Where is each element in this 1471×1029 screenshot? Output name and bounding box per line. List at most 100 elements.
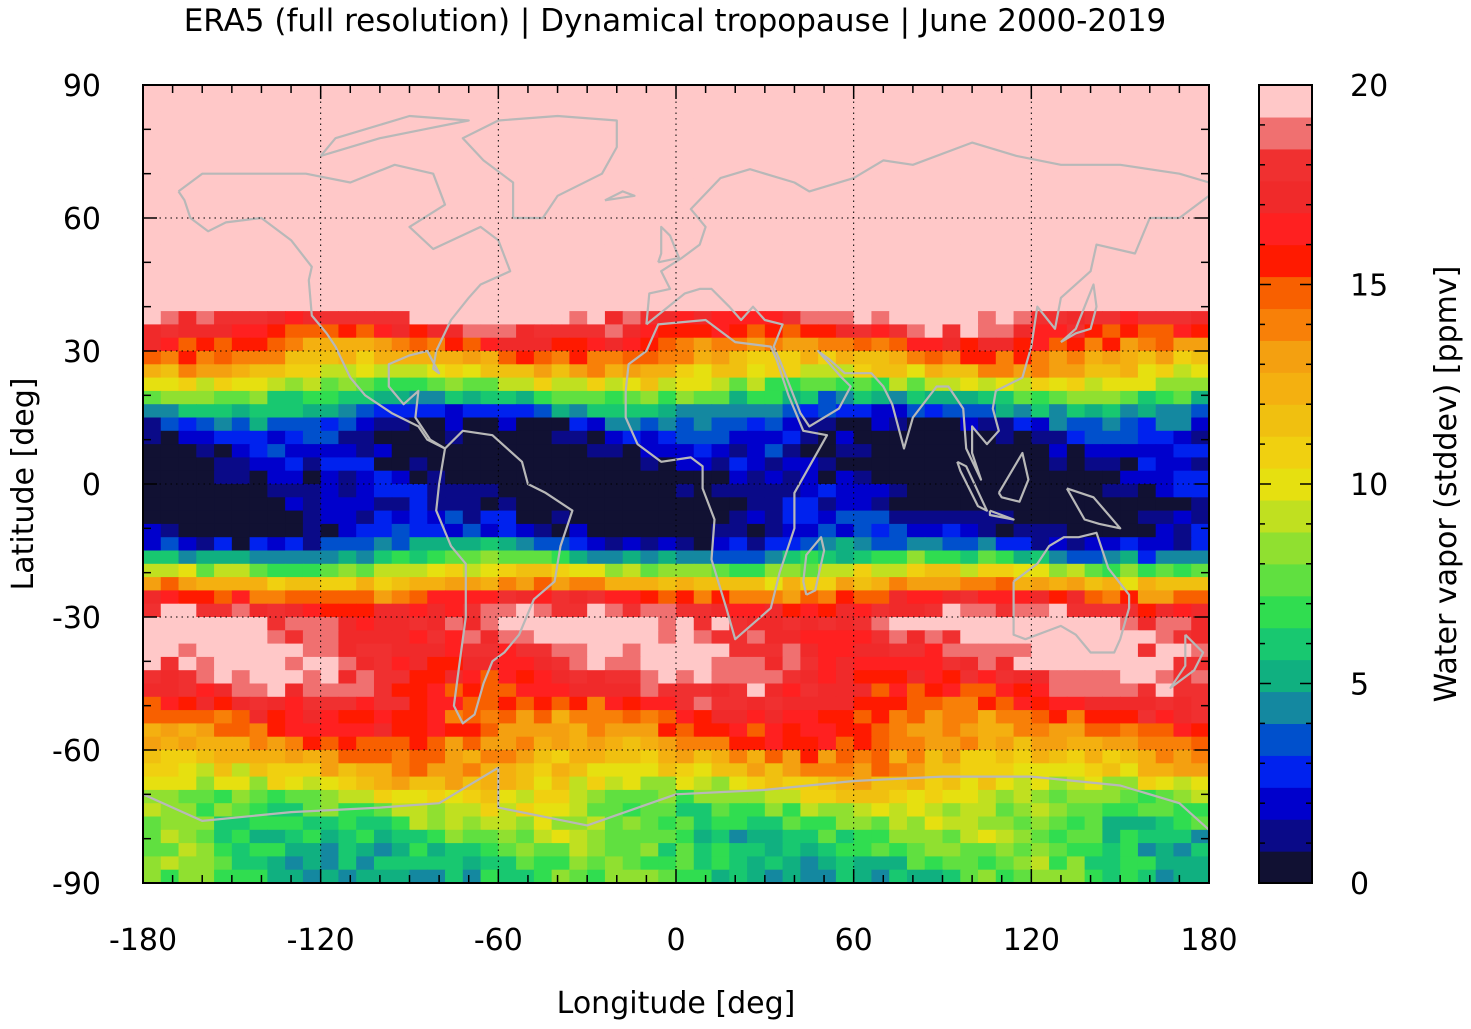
heatmap-cell	[1155, 510, 1175, 525]
heatmap-cell	[373, 457, 393, 472]
heatmap-cell	[835, 550, 855, 565]
heatmap-cell	[267, 763, 286, 778]
heatmap-cell	[782, 470, 801, 485]
heatmap-cell	[1173, 670, 1192, 685]
heatmap-cell	[853, 324, 873, 339]
heatmap-cell	[924, 843, 944, 857]
heatmap-cell	[924, 550, 944, 565]
heatmap-cell	[1120, 803, 1139, 818]
heatmap-cell	[480, 470, 499, 485]
heatmap-cell	[462, 164, 482, 179]
heatmap-cell	[835, 257, 855, 272]
colorbar-swatch	[1259, 244, 1312, 278]
heatmap-cell	[978, 444, 997, 458]
heatmap-cell	[924, 284, 944, 299]
heatmap-cell	[658, 750, 677, 764]
heatmap-cell	[640, 311, 659, 325]
heatmap-cell	[533, 124, 553, 139]
heatmap-cell	[267, 337, 286, 352]
heatmap-cell	[693, 178, 713, 192]
heatmap-cell	[747, 816, 766, 831]
heatmap-cell	[658, 656, 677, 671]
heatmap-cell	[533, 776, 553, 791]
heatmap-cell	[1173, 776, 1192, 791]
heatmap-cell	[516, 656, 535, 671]
heatmap-cell	[658, 736, 677, 751]
heatmap-cell	[320, 324, 340, 339]
heatmap-cell	[871, 404, 890, 419]
heatmap-cell	[1013, 643, 1032, 658]
heatmap-cell	[1066, 85, 1086, 99]
heatmap-cell	[1137, 484, 1157, 498]
heatmap-cell	[764, 803, 784, 818]
heatmap-cell	[1155, 284, 1175, 299]
heatmap-cell	[622, 670, 642, 685]
heatmap-cell	[480, 829, 499, 844]
heatmap-cell	[942, 470, 961, 485]
heatmap-cell	[214, 178, 233, 192]
heatmap-cell	[747, 523, 766, 538]
heatmap-cell	[160, 510, 180, 525]
heatmap-cell	[373, 856, 393, 871]
colorbar-swatch	[1259, 404, 1312, 437]
heatmap-cell	[960, 869, 979, 883]
heatmap-cell	[551, 218, 570, 232]
heatmap-cell	[178, 869, 197, 883]
heatmap-cell	[782, 577, 801, 591]
heatmap-cell	[533, 231, 553, 246]
heatmap-cell	[267, 284, 286, 299]
heatmap-cell	[782, 244, 801, 259]
heatmap-cell	[533, 643, 553, 658]
heatmap-cell	[569, 351, 588, 365]
heatmap-cell	[533, 204, 553, 219]
heatmap-cell	[409, 444, 428, 458]
heatmap-cell	[569, 723, 588, 738]
heatmap-cell	[178, 430, 197, 445]
heatmap-cell	[373, 351, 393, 365]
heatmap-cell	[409, 178, 428, 192]
x-tick-label: -60	[474, 923, 523, 958]
heatmap-cell	[640, 603, 659, 618]
heatmap-cell	[658, 377, 677, 392]
heatmap-cell	[889, 271, 908, 286]
heatmap-cell	[853, 603, 873, 618]
heatmap-cell	[196, 670, 215, 685]
heatmap-cell	[214, 550, 233, 565]
heatmap-cell	[569, 670, 588, 685]
heatmap-cell	[942, 736, 961, 751]
heatmap-cell	[356, 218, 375, 232]
heatmap-cell	[480, 404, 499, 419]
heatmap-cell	[640, 630, 659, 645]
heatmap-cell	[782, 151, 801, 166]
heatmap-cell	[942, 364, 961, 379]
heatmap-cell	[285, 563, 304, 578]
heatmap-cell	[800, 85, 819, 99]
heatmap-cell	[285, 85, 304, 99]
heatmap-cell	[373, 297, 393, 312]
heatmap-cell	[267, 683, 286, 698]
heatmap-cell	[995, 430, 1015, 445]
heatmap-cell	[835, 271, 855, 286]
heatmap-cell	[764, 763, 784, 778]
heatmap-cell	[445, 297, 464, 312]
heatmap-cell	[214, 390, 233, 405]
heatmap-cell	[196, 630, 215, 645]
heatmap-cell	[782, 750, 801, 764]
heatmap-cell	[160, 390, 180, 405]
heatmap-cell	[373, 816, 393, 831]
heatmap-cell	[729, 563, 748, 578]
heatmap-cell	[604, 284, 624, 299]
heatmap-cell	[160, 297, 180, 312]
heatmap-cell	[302, 231, 322, 246]
heatmap-cell	[320, 617, 340, 631]
heatmap-cell	[604, 856, 624, 871]
heatmap-cell	[214, 510, 233, 525]
heatmap-cell	[1191, 457, 1209, 472]
heatmap-cell	[391, 284, 411, 299]
heatmap-cell	[1031, 124, 1050, 139]
heatmap-cell	[906, 297, 926, 312]
heatmap-cell	[782, 271, 801, 286]
heatmap-cell	[658, 284, 677, 299]
heatmap-cell	[178, 417, 197, 432]
heatmap-cell	[676, 204, 695, 219]
